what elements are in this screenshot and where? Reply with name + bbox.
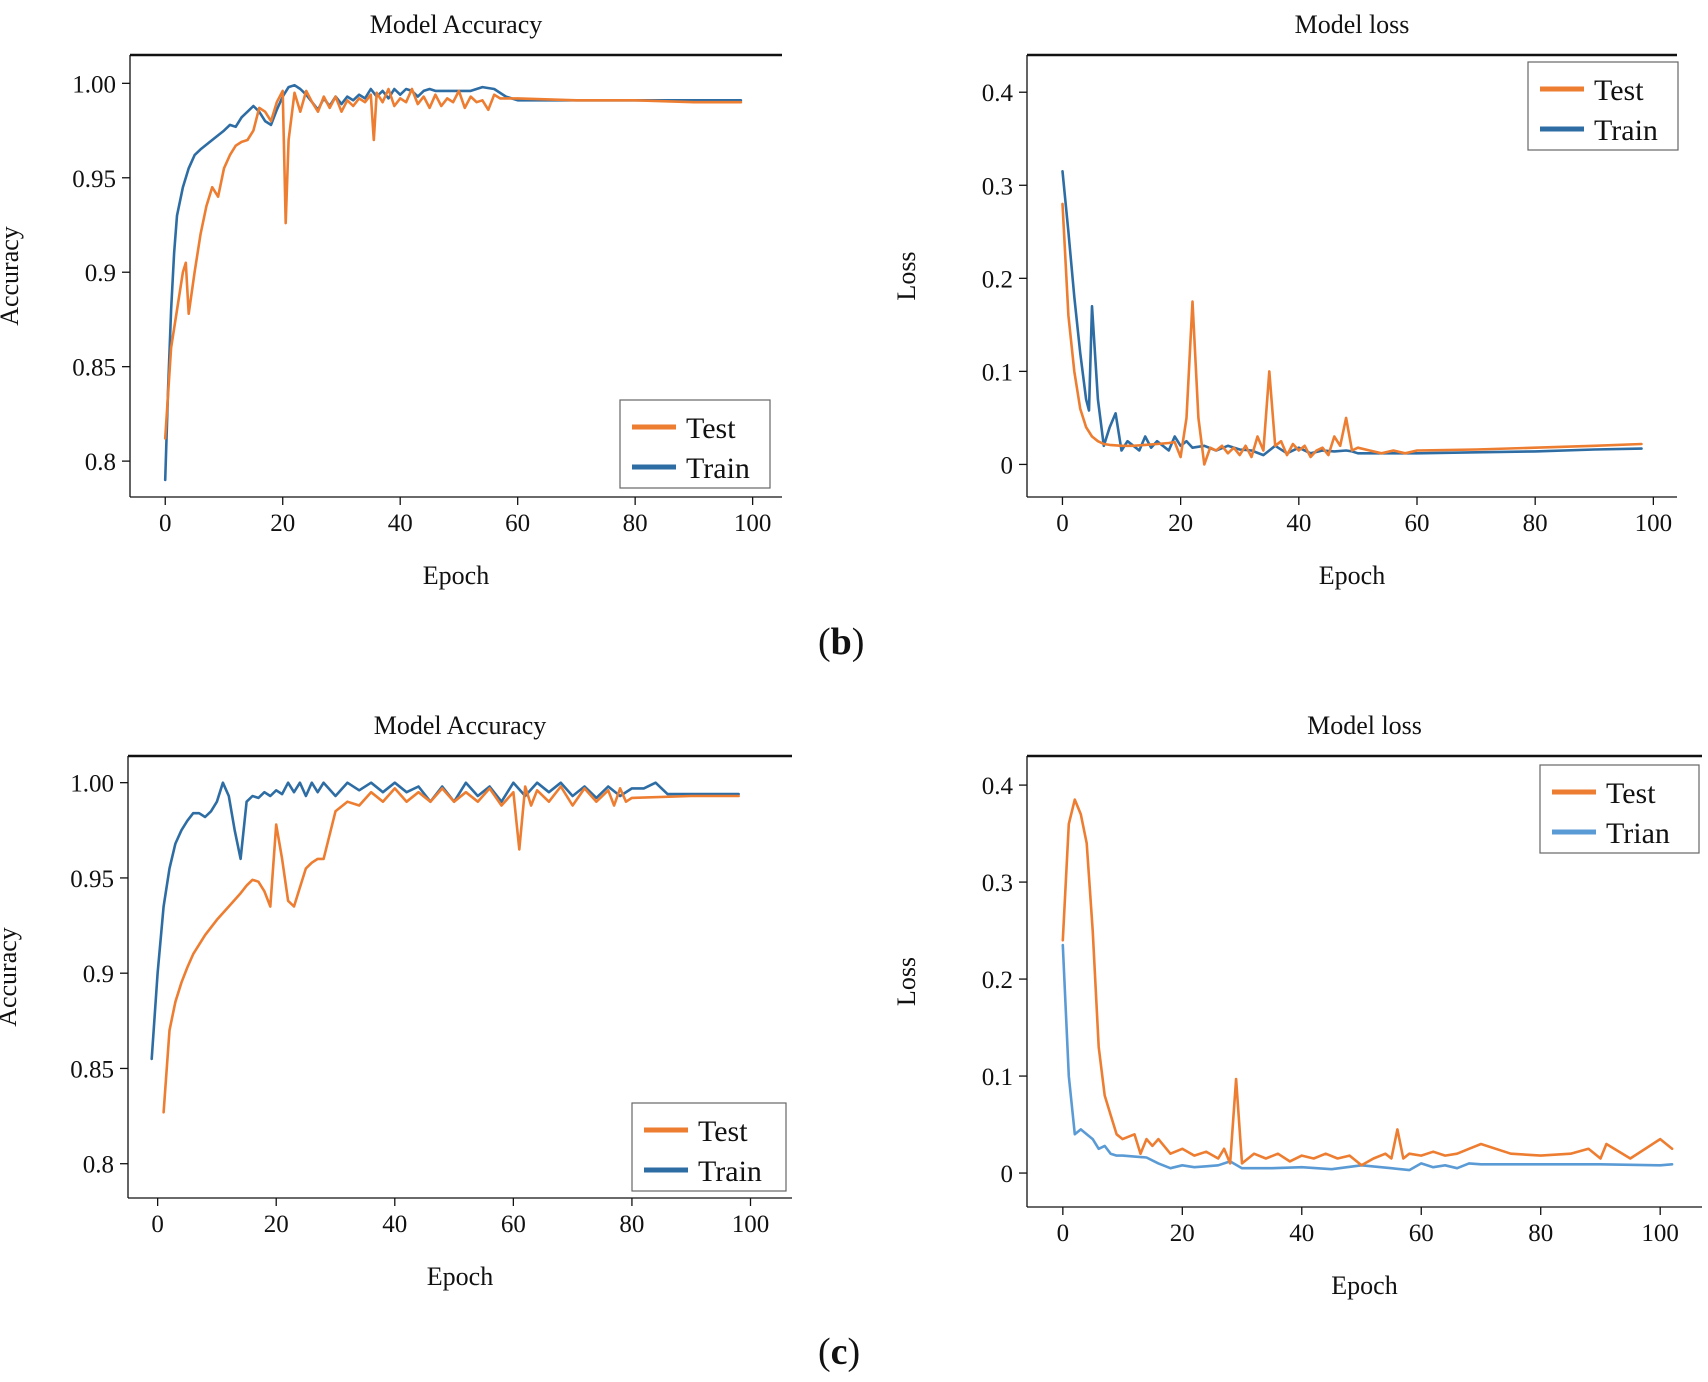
y-tick-label: 0.8 (85, 449, 116, 476)
x-tick-label: 100 (1641, 1220, 1679, 1247)
y-tick-label: 0.2 (982, 266, 1013, 293)
y-tick-label: 0.3 (982, 870, 1013, 897)
y-tick-label: 0 (1001, 1161, 1014, 1188)
y-tick-label: 1.00 (70, 771, 114, 798)
x-tick-label: 100 (732, 1211, 770, 1238)
y-axis-label: Loss (892, 251, 921, 300)
panel-label-b: (b) (818, 621, 865, 663)
series-line-trian (1061, 943, 1674, 1172)
x-tick-label: 60 (501, 1211, 526, 1238)
series-line-train (1061, 170, 1643, 457)
x-tick-label: 80 (619, 1211, 644, 1238)
legend: Test Train (619, 399, 771, 489)
legend-label-train: Train (686, 452, 750, 485)
y-tick-label: 0.8 (83, 1152, 114, 1179)
x-tick-label: 0 (159, 510, 172, 537)
panel-label-c: (c) (818, 1331, 861, 1373)
x-tick-label: 20 (1168, 510, 1193, 537)
chart-title: Model loss (1307, 711, 1422, 740)
legend-label-test: Test (1594, 74, 1644, 107)
x-tick-label: 20 (270, 510, 295, 537)
x-tick-label: 40 (1286, 510, 1311, 537)
y-tick-label: 0 (1001, 452, 1014, 479)
x-axis-label: Epoch (1331, 1271, 1397, 1300)
x-tick-label: 60 (505, 510, 530, 537)
series-line-test (1061, 798, 1674, 1167)
y-tick-label: 1.00 (72, 71, 116, 98)
y-tick-label: 0.95 (70, 866, 114, 893)
y-tick-label: 0.2 (982, 967, 1013, 994)
series-line-test (163, 87, 743, 440)
x-tick-label: 60 (1405, 510, 1430, 537)
legend-box (619, 399, 771, 489)
legend-label-train: Train (1594, 114, 1658, 147)
legend-label-test: Test (1606, 777, 1656, 810)
legend-label-trian: Trian (1606, 817, 1670, 850)
y-axis-label: Loss (892, 957, 921, 1006)
x-tick-label: 20 (264, 1211, 289, 1238)
x-tick-label: 60 (1409, 1220, 1434, 1247)
chart-c-loss: 0 0.1 0.2 0.3 0.4 0 20 40 60 80 100 Model loss Epoch… (892, 711, 1702, 1300)
y-tick-label: 0.4 (982, 80, 1014, 107)
chart-b-acc: 0.8 0.85 0.9 0.95 1.00 0 20 40 60 80 100 Model Accu… (0, 10, 782, 590)
x-tick-label: 40 (382, 1211, 407, 1238)
y-tick-label: 0.1 (982, 1064, 1013, 1091)
x-tick-label: 20 (1170, 1220, 1195, 1247)
legend-label-test: Test (698, 1115, 748, 1148)
y-tick-label: 0.4 (982, 773, 1014, 800)
y-tick-label: 0.85 (70, 1056, 114, 1083)
x-tick-label: 100 (1635, 510, 1673, 537)
x-tick-label: 40 (1289, 1220, 1314, 1247)
series-line-test (1061, 202, 1643, 466)
legend: Test Train (1527, 61, 1679, 151)
y-tick-label: 0.9 (85, 260, 116, 287)
chart-b-loss: 0 0.1 0.2 0.3 0.4 0 20 40 60 80 100 Model loss Epoch… (892, 10, 1679, 590)
x-axis-label: Epoch (427, 1262, 493, 1291)
y-tick-label: 0.3 (982, 173, 1013, 200)
x-tick-label: 0 (1056, 510, 1069, 537)
series-line-test (162, 785, 740, 1114)
x-tick-label: 40 (388, 510, 413, 537)
legend-box (1527, 61, 1679, 151)
x-tick-label: 100 (734, 510, 772, 537)
chart-c-acc: 0.8 0.85 0.9 0.95 1.00 0 20 40 60 80 100 Model Accu… (0, 711, 792, 1291)
chart-title: Model Accuracy (374, 711, 547, 740)
legend-label-train: Train (698, 1155, 762, 1188)
chart-title: Model loss (1295, 10, 1410, 39)
y-tick-label: 0.1 (982, 359, 1013, 386)
x-tick-label: 0 (151, 1211, 164, 1238)
legend-box (631, 1102, 787, 1192)
x-tick-label: 80 (1528, 1220, 1553, 1247)
x-axis-label: Epoch (423, 561, 489, 590)
y-axis-label: Accuracy (0, 927, 22, 1027)
series-line-train (150, 781, 740, 1061)
y-axis-label: Accuracy (0, 226, 24, 326)
x-tick-label: 80 (1523, 510, 1548, 537)
legend-box (1539, 764, 1700, 854)
y-tick-label: 0.95 (72, 166, 116, 193)
x-axis-label: Epoch (1319, 561, 1385, 590)
chart-title: Model Accuracy (370, 10, 543, 39)
legend: Test Train (631, 1102, 787, 1192)
y-tick-label: 0.9 (83, 961, 114, 988)
x-tick-label: 80 (623, 510, 648, 537)
legend-label-test: Test (686, 412, 736, 445)
x-tick-label: 0 (1057, 1220, 1070, 1247)
y-tick-label: 0.85 (72, 355, 116, 382)
legend: Test Trian (1539, 764, 1700, 854)
